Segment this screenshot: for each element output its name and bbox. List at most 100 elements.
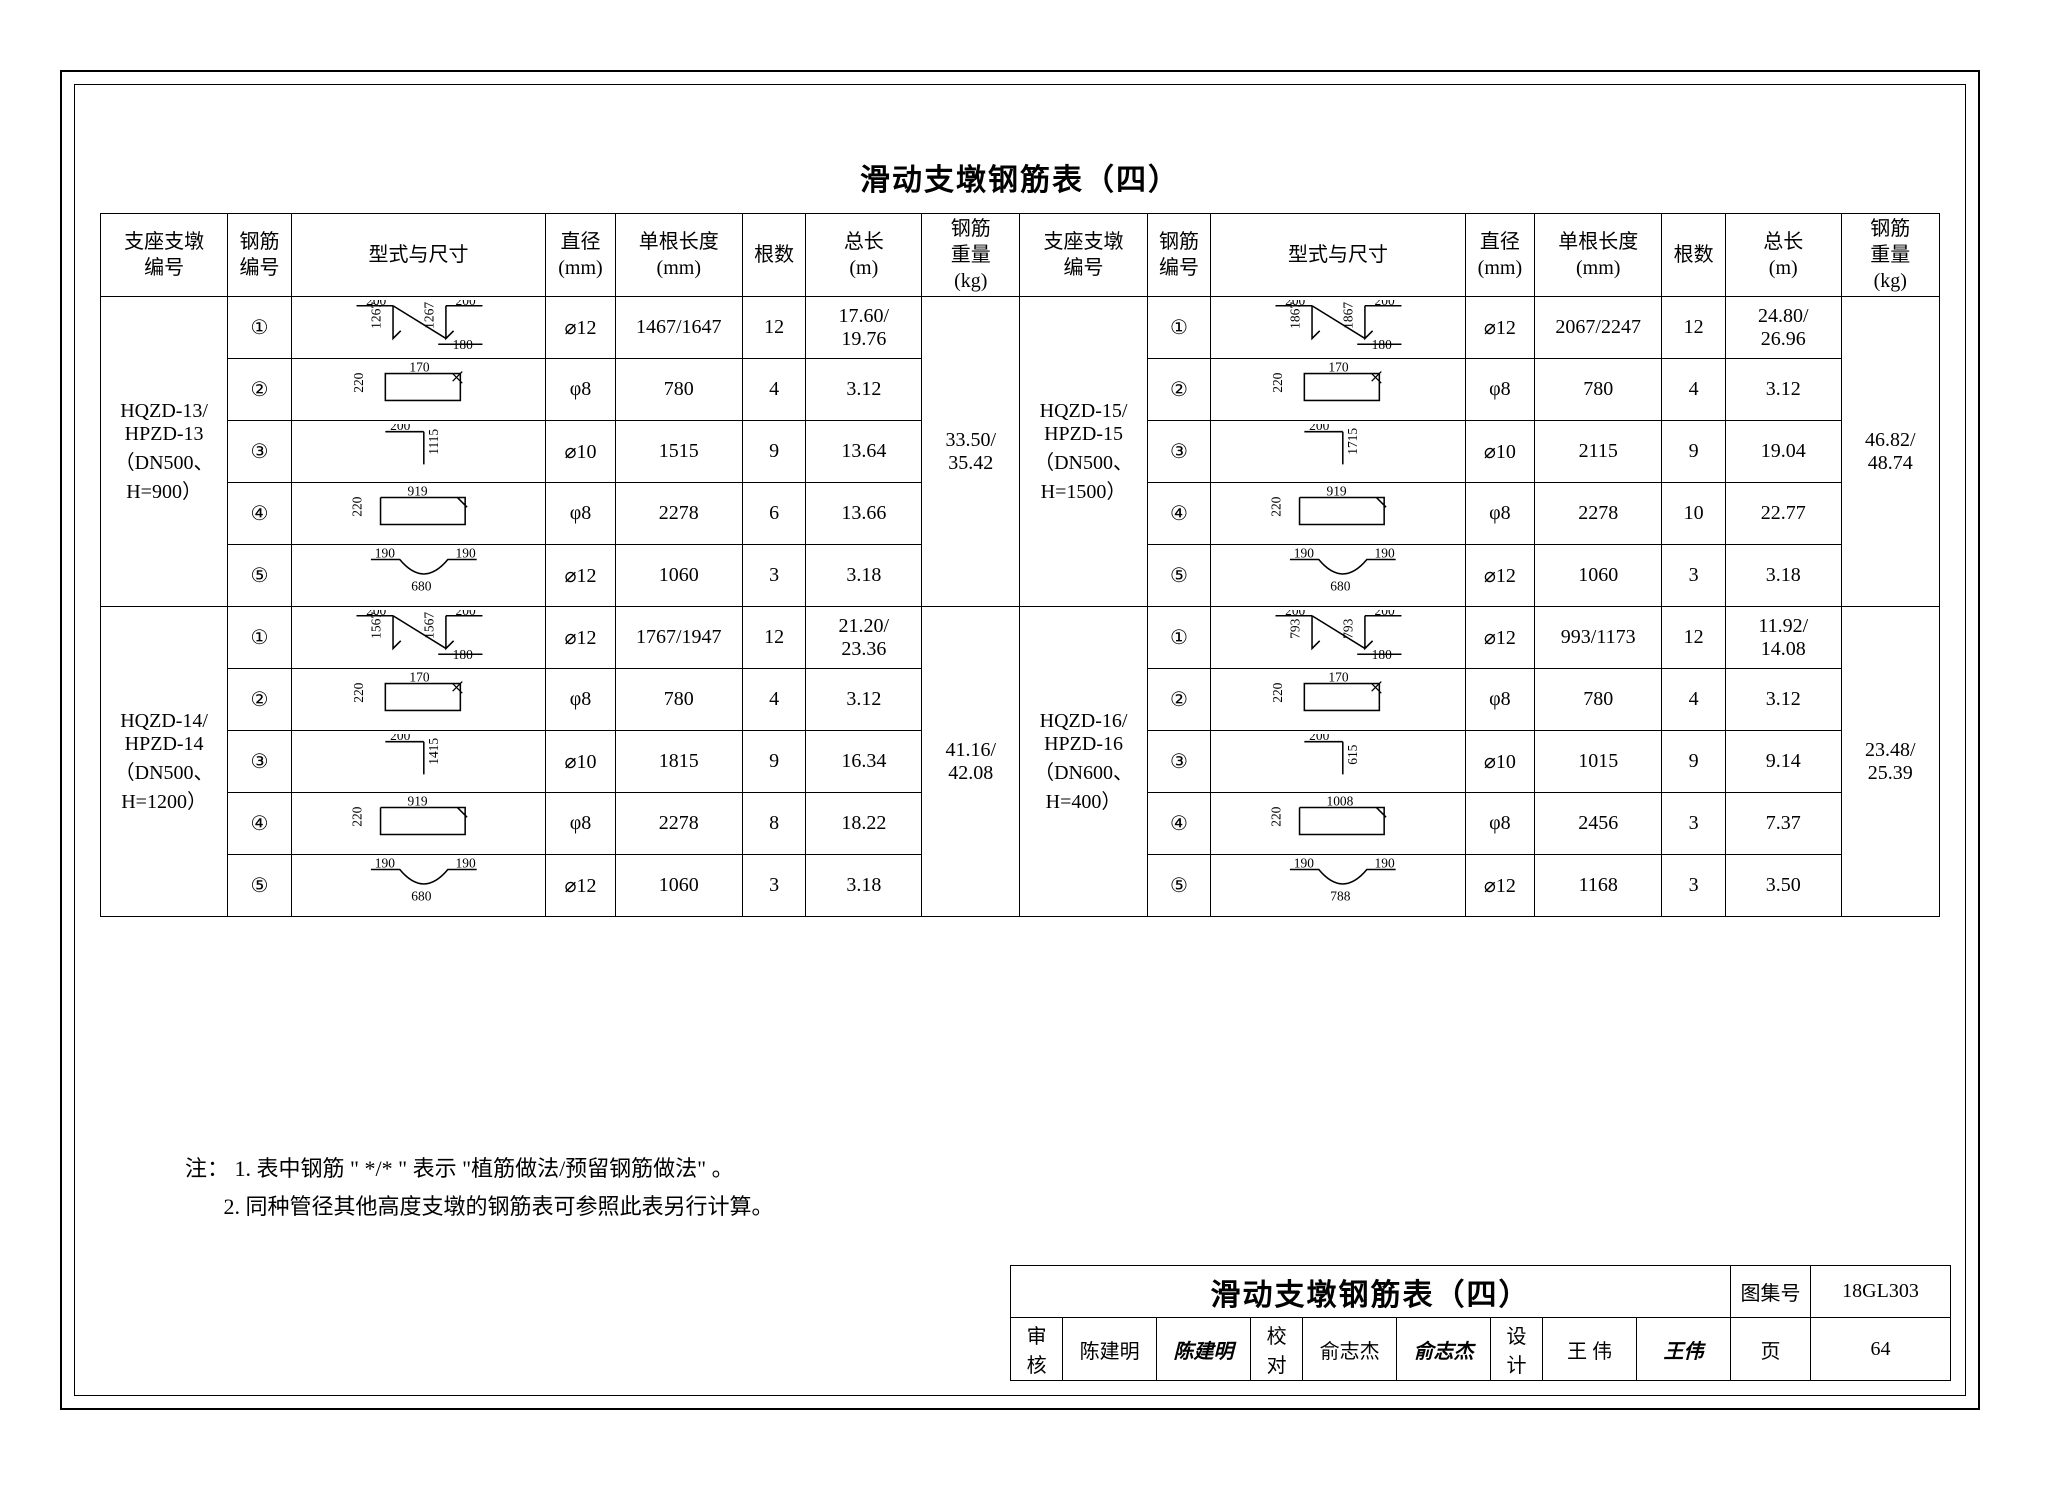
shape-cell: 200 1867 200 1867 180 [1211, 297, 1465, 359]
count: 4 [742, 359, 806, 421]
length: 2456 [1535, 793, 1662, 855]
total-len: 3.18 [806, 855, 922, 917]
svg-text:919: 919 [407, 796, 427, 809]
count: 8 [742, 793, 806, 855]
diameter: φ8 [1465, 359, 1534, 421]
col-dia-r: 直径(mm) [1465, 214, 1534, 297]
total-len: 9.14 [1725, 731, 1841, 793]
rebar-num: ① [228, 297, 292, 359]
design-sig: 王伟 [1637, 1318, 1731, 1381]
count: 4 [742, 669, 806, 731]
svg-text:190: 190 [1294, 548, 1314, 561]
design-label: 设计 [1490, 1318, 1542, 1381]
length: 780 [615, 669, 742, 731]
count: 12 [742, 297, 806, 359]
svg-text:220: 220 [349, 806, 364, 826]
col-tot-r: 总长(m) [1725, 214, 1841, 297]
rebar-num: ② [1147, 359, 1211, 421]
col-num: 钢筋编号 [228, 214, 292, 297]
diameter: ⌀10 [1465, 421, 1534, 483]
svg-text:1867: 1867 [1340, 301, 1355, 328]
shape-cell: 190 680 190 [1211, 545, 1465, 607]
rebar-num: ③ [1147, 421, 1211, 483]
svg-text:200: 200 [455, 610, 475, 618]
page-label: 页 [1731, 1318, 1811, 1381]
col-shape: 型式与尺寸 [291, 214, 545, 297]
col-len-r: 单根长度(mm) [1535, 214, 1662, 297]
length: 2115 [1535, 421, 1662, 483]
length: 780 [1535, 359, 1662, 421]
album-no: 18GL303 [1811, 1266, 1951, 1318]
svg-text:200: 200 [1309, 424, 1329, 433]
titleblock-title: 滑动支墩钢筋表（四） [1011, 1266, 1731, 1318]
shape-cell: 200 1567 200 1567 180 [291, 607, 545, 669]
svg-text:170: 170 [409, 672, 429, 685]
shape-cell: 200 615 [1211, 731, 1465, 793]
total-len: 3.12 [1725, 359, 1841, 421]
count: 10 [1662, 483, 1726, 545]
rebar-num: ③ [228, 421, 292, 483]
check-sig: 俞志杰 [1397, 1318, 1491, 1381]
rebar-num: ② [228, 359, 292, 421]
svg-text:190: 190 [455, 548, 475, 561]
length: 1060 [615, 855, 742, 917]
svg-text:200: 200 [390, 734, 410, 743]
svg-text:200: 200 [390, 424, 410, 433]
note-line1: 1. 表中钢筋 " */* " 表示 "植筋做法/预留钢筋做法" 。 [235, 1156, 734, 1181]
shape-cell: 220 919 [291, 793, 545, 855]
svg-text:1567: 1567 [368, 611, 383, 638]
svg-text:615: 615 [1345, 744, 1360, 764]
length: 1515 [615, 421, 742, 483]
svg-text:680: 680 [411, 578, 431, 593]
total-len: 3.12 [806, 669, 922, 731]
weight: 33.50/35.42 [922, 297, 1020, 607]
svg-text:788: 788 [1330, 888, 1350, 903]
total-len: 24.80/26.96 [1725, 297, 1841, 359]
diameter: ⌀12 [546, 607, 615, 669]
svg-text:200: 200 [1375, 300, 1395, 308]
svg-text:220: 220 [349, 496, 364, 516]
length: 1015 [1535, 731, 1662, 793]
check-name: 俞志杰 [1303, 1318, 1397, 1381]
shape-cell: 200 793 200 793 180 [1211, 607, 1465, 669]
rebar-num: ⑤ [228, 545, 292, 607]
title-block: 滑动支墩钢筋表（四） 图集号 18GL303 审核 陈建明 陈建明 校对 俞志杰… [1010, 1265, 1951, 1381]
rebar-num: ③ [228, 731, 292, 793]
svg-text:180: 180 [1372, 647, 1392, 660]
total-len: 13.64 [806, 421, 922, 483]
diameter: ⌀12 [1465, 297, 1534, 359]
svg-text:1008: 1008 [1326, 796, 1353, 809]
svg-text:1115: 1115 [426, 428, 441, 454]
weight: 23.48/25.39 [1841, 607, 1939, 917]
count: 3 [1662, 855, 1726, 917]
total-len: 18.22 [806, 793, 922, 855]
rebar-num: ④ [228, 793, 292, 855]
note-line2: 2. 同种管径其他高度支墩的钢筋表可参照此表另行计算。 [224, 1194, 774, 1219]
col-dia: 直径(mm) [546, 214, 615, 297]
diameter: φ8 [1465, 483, 1534, 545]
svg-text:190: 190 [455, 858, 475, 871]
diameter: ⌀10 [1465, 731, 1534, 793]
total-len: 11.92/14.08 [1725, 607, 1841, 669]
group-id: HQZD-13/HPZD-13（DN500、H=900） [101, 297, 228, 607]
rebar-num: ⑤ [1147, 545, 1211, 607]
count: 3 [742, 855, 806, 917]
svg-text:220: 220 [351, 372, 366, 392]
svg-text:1415: 1415 [426, 737, 441, 764]
length: 780 [615, 359, 742, 421]
col-tot: 总长(m) [806, 214, 922, 297]
length: 2278 [1535, 483, 1662, 545]
col-cnt-r: 根数 [1662, 214, 1726, 297]
shape-cell: 220 1008 [1211, 793, 1465, 855]
svg-text:919: 919 [1326, 486, 1346, 499]
count: 6 [742, 483, 806, 545]
rebar-num: ③ [1147, 731, 1211, 793]
shape-cell: 200 1715 [1211, 421, 1465, 483]
svg-text:200: 200 [1375, 610, 1395, 618]
svg-text:680: 680 [411, 888, 431, 903]
shape-cell: 200 1115 [291, 421, 545, 483]
svg-text:190: 190 [1375, 858, 1395, 871]
svg-text:793: 793 [1288, 618, 1303, 638]
page-no: 64 [1811, 1318, 1951, 1381]
length: 1060 [615, 545, 742, 607]
